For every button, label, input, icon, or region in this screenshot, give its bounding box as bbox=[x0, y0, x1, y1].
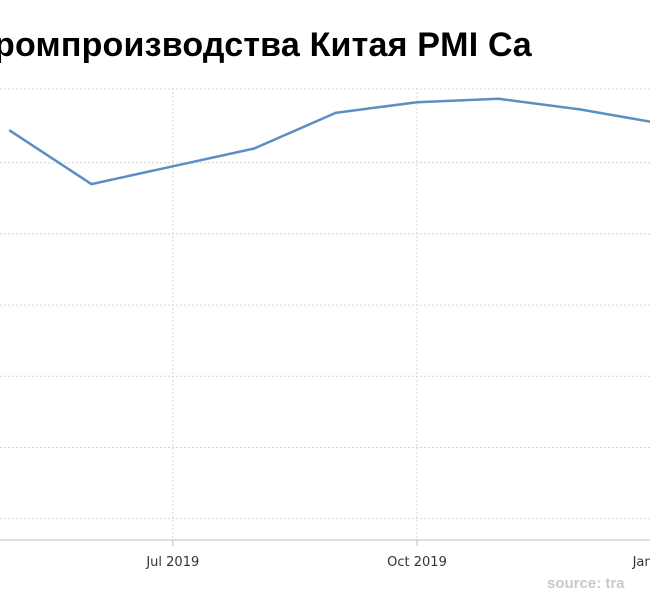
x-axis bbox=[0, 539, 650, 546]
series-layer bbox=[8, 97, 650, 186]
series-line-0 bbox=[9, 97, 650, 186]
x-tick-label-1: Oct 2019 bbox=[387, 555, 447, 570]
x-tick-label-0: Jul 2019 bbox=[145, 555, 199, 570]
source-label: source: tra bbox=[547, 575, 625, 592]
data-point bbox=[334, 111, 337, 115]
data-point bbox=[8, 129, 12, 132]
data-point bbox=[415, 101, 419, 104]
data-point bbox=[171, 165, 174, 168]
data-point bbox=[253, 147, 256, 150]
x-tick-labels: Jul 2019 Oct 2019 Jan 2020 bbox=[145, 555, 650, 570]
data-point bbox=[497, 97, 500, 100]
grid bbox=[0, 88, 650, 540]
x-tick-label-2: Jan 2020 bbox=[632, 555, 650, 570]
data-point bbox=[578, 108, 581, 111]
chart-title: ромпроизводства Китая PMI Ca bbox=[0, 26, 532, 64]
data-point bbox=[90, 182, 93, 186]
